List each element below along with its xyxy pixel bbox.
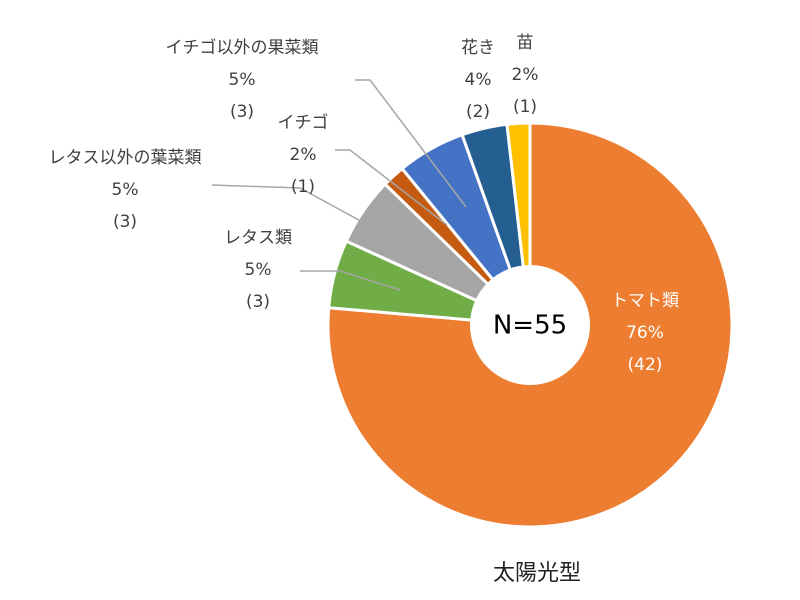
slice-label-percent: 5% [112,180,139,200]
slice-label-percent: 2% [512,65,539,85]
slice-label-count: (1) [513,97,537,117]
leader-line-1 [300,270,401,291]
slice-label-name: レタス類 [224,228,292,248]
leader-line-3 [335,149,448,226]
slice-label-percent: 2% [290,145,317,165]
slice-label-name: トマト類 [611,291,679,311]
slice-labels: トマト類 76% (42) レタス類 5% (3) レタス以外の葉菜類 5% (3) イチゴ 2% (… [49,33,680,375]
slice-label-count: (3) [113,212,137,232]
chart-caption: 太陽光型 [493,561,581,586]
slice-label-name: 花き [461,38,495,58]
leader-lines [211,79,467,291]
slice-label-name: 苗 [517,33,534,53]
leader-line-4 [355,79,467,208]
slice-label-name: イチゴ以外の果菜類 [166,37,319,58]
slice-label-count: (3) [246,292,270,312]
slice-label-count: (2) [466,102,490,122]
slice-label-percent: 76% [626,323,664,343]
slice-label-percent: 5% [229,70,256,90]
slice-label-count: (1) [291,177,315,197]
slice-label-percent: 4% [465,70,492,90]
leader-line-2 [211,184,369,226]
slice-label-name: レタス以外の葉菜類 [49,148,202,168]
slice-label-name: イチゴ [278,112,329,133]
center-label: N=55 [493,311,567,341]
center-hole [470,265,590,385]
slice-label-count: (3) [230,102,254,122]
slice-label-count: (42) [628,355,663,375]
slice-label-percent: 5% [245,260,272,280]
